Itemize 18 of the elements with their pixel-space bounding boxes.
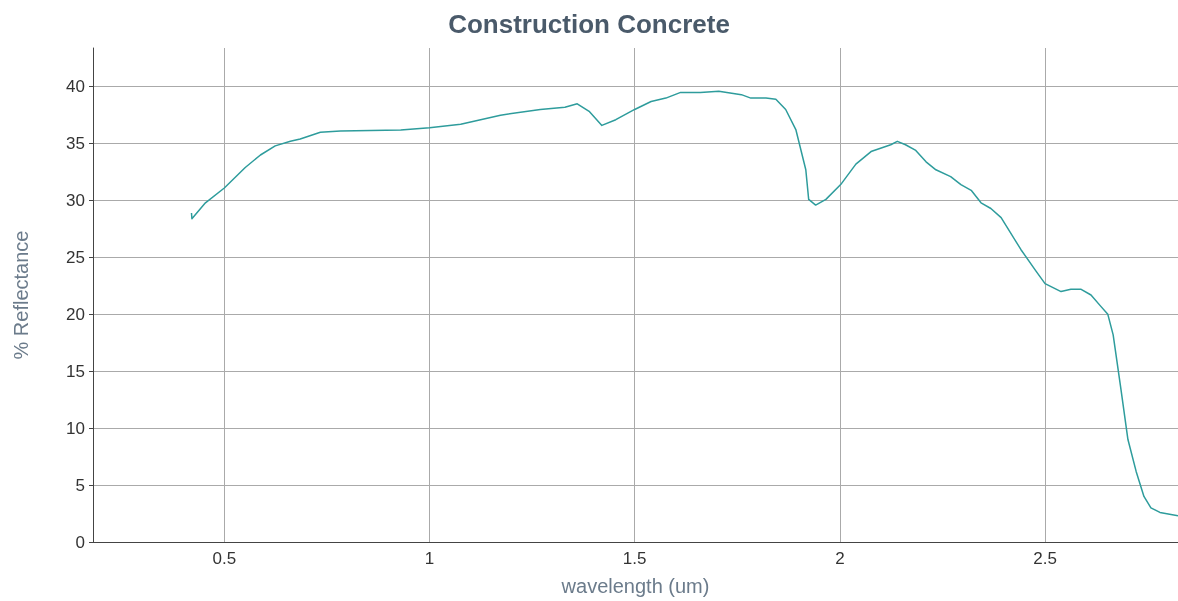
y-tick-label: 30 [66,191,85,211]
y-tick-label: 25 [66,247,85,267]
x-axis-title: wavelength (um) [560,575,710,597]
y-tick-label: 0 [75,532,85,552]
y-tick-label: 10 [66,418,85,438]
chart-title: Construction Concrete [448,9,730,39]
y-tick-label: 20 [66,304,85,324]
x-tick-label: 0.5 [212,549,237,568]
line-series [190,90,1178,517]
y-tick-label: 35 [66,134,85,154]
y-tick-label: 40 [66,77,85,97]
x-tick-label: 2.5 [1033,549,1057,568]
x-tick-label: 2 [835,549,845,568]
y-tick-label: 5 [75,475,85,495]
x-tick-label: 1.5 [622,549,647,568]
x-tick-label: 1 [424,549,435,568]
y-tick-label: 15 [66,361,85,381]
y-axis-title: % Reflectance [10,230,32,360]
